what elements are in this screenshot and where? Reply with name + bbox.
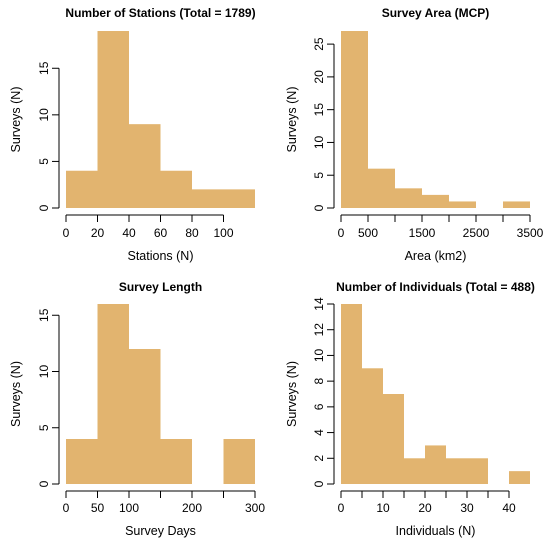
y-tick-label: 0 <box>312 204 326 211</box>
y-tick-label: 15 <box>312 103 326 117</box>
y-tick-label: 10 <box>312 135 326 149</box>
y-axis-label: Surveys (N) <box>285 87 299 153</box>
y-tick-label: 10 <box>312 348 326 362</box>
y-tick-label: 2 <box>312 455 326 462</box>
x-tick-label: 60 <box>154 226 168 240</box>
y-tick-label: 25 <box>312 37 326 51</box>
y-tick-label: 20 <box>312 70 326 84</box>
x-axis-label: Stations (N) <box>128 249 194 263</box>
x-tick-label: 100 <box>119 501 139 515</box>
x-tick-label: 10 <box>376 501 390 515</box>
chart-title: Survey Length <box>119 280 202 294</box>
y-axis-label: Surveys (N) <box>9 361 23 427</box>
y-tick-label: 14 <box>312 297 326 311</box>
x-tick-label: 2500 <box>463 226 490 240</box>
y-tick-label: 10 <box>37 108 51 122</box>
x-tick-label: 1500 <box>409 226 436 240</box>
y-tick-label: 8 <box>312 377 326 384</box>
y-tick-label: 0 <box>37 204 51 211</box>
histogram-bar <box>422 194 449 208</box>
histogram-bar <box>404 458 425 484</box>
x-tick-label: 100 <box>213 226 233 240</box>
y-tick-label: 10 <box>37 365 51 379</box>
x-tick-label: 500 <box>358 226 378 240</box>
y-tick-label: 5 <box>37 424 51 431</box>
histogram-bar <box>97 304 129 484</box>
histogram-bar <box>341 304 362 484</box>
histogram-bar <box>223 439 255 484</box>
histogram-bar <box>509 471 530 484</box>
y-tick-label: 12 <box>312 323 326 337</box>
histogram-bar <box>97 31 129 208</box>
histogram-bar <box>449 201 476 208</box>
x-axis-label: Individuals (N) <box>396 524 476 538</box>
x-tick-label: 0 <box>338 226 345 240</box>
x-tick-label: 40 <box>122 226 136 240</box>
histogram-bar <box>192 189 255 208</box>
y-tick-label: 0 <box>37 480 51 487</box>
y-tick-label: 5 <box>312 172 326 179</box>
histogram-bar <box>160 170 192 208</box>
x-axis-label: Area (km2) <box>405 249 467 263</box>
histogram-bar <box>362 368 383 484</box>
histogram-bar <box>395 188 422 208</box>
x-tick-label: 50 <box>91 501 105 515</box>
x-tick-label: 40 <box>502 501 516 515</box>
x-axis-label: Survey Days <box>125 524 196 538</box>
y-tick-label: 4 <box>312 429 326 436</box>
y-tick-label: 15 <box>37 61 51 75</box>
chart-title: Number of Individuals (Total = 488) <box>336 280 535 294</box>
chart-title: Survey Area (MCP) <box>382 6 490 20</box>
y-tick-label: 6 <box>312 403 326 410</box>
histogram-bar <box>368 168 395 208</box>
x-tick-label: 0 <box>338 501 345 515</box>
histogram-bar <box>129 349 161 484</box>
x-tick-label: 80 <box>185 226 199 240</box>
y-tick-label: 0 <box>312 480 326 487</box>
x-tick-label: 300 <box>245 501 265 515</box>
histogram-bar <box>503 201 530 208</box>
x-tick-label: 20 <box>418 501 432 515</box>
x-tick-label: 30 <box>460 501 474 515</box>
x-tick-label: 0 <box>63 501 70 515</box>
x-tick-label: 0 <box>63 226 70 240</box>
y-axis-label: Surveys (N) <box>9 87 23 153</box>
histogram-bar <box>383 394 404 484</box>
y-tick-label: 5 <box>37 158 51 165</box>
x-tick-label: 20 <box>91 226 105 240</box>
histogram-bar <box>129 124 161 208</box>
chart-title: Number of Stations (Total = 1789) <box>65 6 255 20</box>
y-tick-label: 15 <box>37 308 51 322</box>
histogram-bar <box>446 458 488 484</box>
histogram-bar <box>160 439 192 484</box>
histogram-bar <box>66 439 98 484</box>
y-axis-label: Surveys (N) <box>285 361 299 427</box>
x-tick-label: 200 <box>182 501 202 515</box>
histogram-bar <box>341 31 368 208</box>
histogram-bar <box>425 445 446 484</box>
histogram-bar <box>66 170 98 208</box>
x-tick-label: 3500 <box>517 226 544 240</box>
